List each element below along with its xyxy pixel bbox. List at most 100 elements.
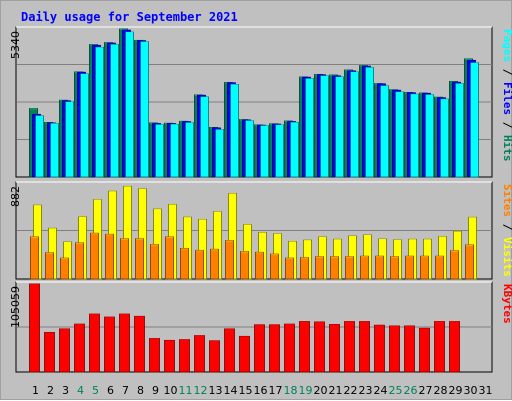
day-label-4: 4 [77,384,84,397]
day-label-12: 12 [194,384,208,397]
bar-pages-day-11 [185,122,194,178]
legend-separator: / [501,217,512,237]
bar-pages-day-9 [155,124,164,178]
bar-sites-day-17 [270,253,279,280]
legend-hits-files-pages: Pages / Files / Hits [501,29,512,162]
bar-pages-day-27 [425,94,434,178]
bar-pages-day-20 [320,75,329,178]
day-label-7: 7 [122,384,129,397]
bar-sites-day-27 [420,255,429,280]
bar-pages-day-3 [65,101,74,178]
bar-sites-day-2 [45,252,54,280]
day-label-30: 30 [464,384,478,397]
bar-sites-day-28 [435,255,444,280]
bar-kbytes-day-25 [389,325,400,373]
bar-kbytes-day-17 [269,324,280,373]
day-axis-labels: 1 2 3 4 5 6 7 8 9 10 11 12 13 14 15 16 17 18 19 20 21 22 23 24 2… [32,384,493,397]
day-label-1: 1 [32,384,39,397]
day-label-5: 5 [92,384,99,397]
bar-pages-day-23 [365,67,374,178]
day-label-13: 13 [209,384,223,397]
bar-kbytes-day-19 [299,321,310,373]
bar-kbytes-day-3 [59,328,70,373]
bar-pages-day-29 [455,83,464,178]
max-value-label: 105059 [9,286,22,328]
bar-kbytes-day-24 [374,324,385,373]
bar-sites-day-16 [255,251,264,280]
legend-files: Files [501,82,512,115]
legend-visits: Visits [501,237,512,277]
day-label-8: 8 [137,384,144,397]
day-label-19: 19 [299,384,313,397]
bar-sites-day-23 [360,255,369,280]
bar-kbytes-day-21 [329,324,340,373]
bar-kbytes-day-7 [119,313,130,373]
bar-pages-day-19 [305,78,314,178]
bar-pages-day-1 [35,115,44,178]
day-label-18: 18 [284,384,298,397]
day-label-10: 10 [164,384,178,397]
bar-pages-day-5 [95,46,104,178]
bar-pages-day-26 [410,93,419,178]
bar-sites-day-29 [450,250,459,280]
bar-pages-day-14 [230,84,239,178]
day-label-22: 22 [344,384,358,397]
bar-kbytes-day-16 [254,324,265,373]
legend-sites-visits: Sites / Visits [501,184,512,277]
max-value-label: 5340 [9,31,22,59]
legend-hits: Hits [501,135,512,162]
bar-kbytes-day-20 [314,321,325,373]
bar-sites-day-11 [180,248,189,280]
bar-kbytes-day-15 [239,335,250,373]
bar-kbytes-day-12 [194,335,205,373]
bar-sites-day-21 [330,256,339,280]
legend-kbytes: KBytes [501,284,512,324]
day-label-27: 27 [419,384,433,397]
bar-pages-day-12 [200,96,209,178]
legend-separator: / [501,62,512,82]
day-label-11: 11 [179,384,193,397]
bar-pages-day-2 [50,123,59,178]
bar-pages-day-8 [140,41,149,178]
legend-kbytes: KBytes [501,284,512,324]
bar-pages-day-24 [380,85,389,178]
bar-sites-day-14 [225,240,234,280]
bar-sites-day-13 [210,248,219,280]
day-label-28: 28 [434,384,448,397]
bar-kbytes-day-1 [29,283,40,373]
chart-title: Daily usage for September 2021 [21,10,238,24]
bar-pages-day-13 [215,129,224,178]
bar-pages-day-17 [275,124,284,178]
day-label-17: 17 [269,384,283,397]
day-label-31: 31 [479,384,493,397]
bar-sites-day-4 [75,242,84,280]
bar-kbytes-day-27 [419,327,430,373]
bar-sites-day-5 [90,232,99,280]
day-label-2: 2 [47,384,54,397]
bar-sites-day-25 [390,256,399,280]
bar-sites-day-7 [120,238,129,280]
legend-pages: Pages [501,29,512,62]
bar-pages-day-21 [335,76,344,178]
day-label-15: 15 [239,384,253,397]
bar-sites-day-24 [375,255,384,280]
bar-kbytes-day-14 [224,328,235,373]
bar-sites-day-8 [135,238,144,280]
day-label-25: 25 [389,384,403,397]
bar-kbytes-day-13 [209,340,220,373]
bar-kbytes-day-22 [344,321,355,373]
bar-pages-day-10 [170,123,179,178]
bar-kbytes-day-10 [164,339,175,373]
bar-kbytes-day-18 [284,323,295,373]
day-label-6: 6 [107,384,114,397]
bar-sites-day-9 [150,244,159,280]
bar-kbytes-day-23 [359,321,370,373]
bar-pages-day-25 [395,91,404,178]
bar-kbytes-day-2 [44,331,55,373]
bar-kbytes-day-11 [179,339,190,373]
bar-pages-day-6 [110,44,119,178]
panel-kbytes: 105059 KBytes [9,281,512,373]
day-label-14: 14 [224,384,238,397]
